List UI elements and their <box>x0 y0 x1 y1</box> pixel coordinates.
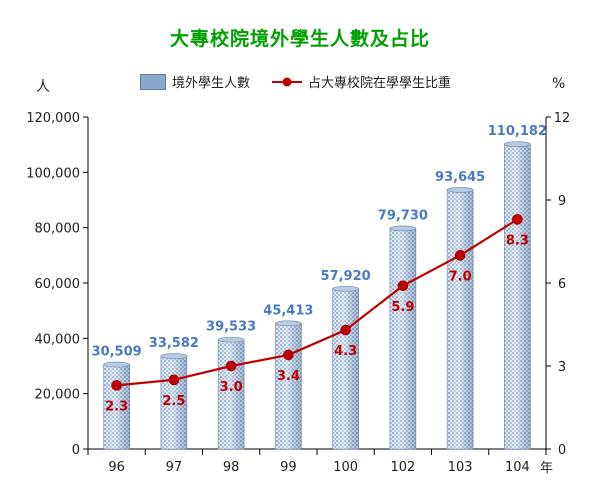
x-tick-label: 98 <box>223 460 240 475</box>
ratio-point <box>225 360 237 372</box>
bar-top <box>275 320 302 327</box>
bar-top <box>446 187 474 193</box>
bar-top <box>332 285 359 292</box>
ratio-value-label: 4.3 <box>334 344 357 359</box>
x-tick-label: 99 <box>280 460 297 475</box>
legend-item-line: 占大專校院在學學生比重 <box>272 72 451 91</box>
bar-shade <box>103 364 130 449</box>
x-tick-label: 104 <box>505 460 530 475</box>
bar-shade <box>389 228 416 449</box>
x-tick-label: 100 <box>333 460 358 475</box>
ratio-point <box>454 250 466 261</box>
y-left-tick-label: 60,000 <box>35 277 81 292</box>
legend-line-marker <box>272 77 302 86</box>
bar-shade <box>275 323 302 449</box>
bar-shade <box>332 288 359 449</box>
x-tick-label: 97 <box>166 460 183 475</box>
ratio-point <box>397 280 409 292</box>
bar-shade <box>218 339 245 449</box>
bar-shade <box>447 189 474 449</box>
bar-value-label: 57,920 <box>321 269 371 284</box>
ratio-point <box>512 214 523 225</box>
bar-value-label: 93,645 <box>435 170 485 185</box>
ratio-point <box>340 324 351 336</box>
ratio-point <box>283 349 294 361</box>
y-right-tick-label: 9 <box>558 194 566 209</box>
legend-line-label: 占大專校院在學學生比重 <box>308 76 452 91</box>
y-left-tick-label: 120,000 <box>26 111 80 126</box>
bar-shade <box>504 144 531 449</box>
bar-top <box>504 141 531 147</box>
y-left-tick-label: 20,000 <box>35 388 81 403</box>
bar-value-label: 33,582 <box>149 336 199 351</box>
legend-bar-swatch <box>140 73 166 90</box>
y-right-tick-label: 0 <box>558 443 566 458</box>
bar-value-label: 45,413 <box>263 303 313 318</box>
y-right-tick-label: 6 <box>558 277 566 292</box>
y-right-tick-label: 12 <box>554 111 571 126</box>
y-left-tick-label: 0 <box>72 443 80 458</box>
y-left-tick-label: 100,000 <box>26 166 80 181</box>
ratio-value-label: 2.3 <box>105 399 128 414</box>
ratio-point <box>168 374 180 386</box>
y-left-tick-label: 80,000 <box>35 222 81 237</box>
x-tick-label: 96 <box>108 460 125 475</box>
ratio-value-label: 8.3 <box>506 233 529 248</box>
bar-value-label: 30,509 <box>92 345 142 360</box>
y-left-tick-label: 40,000 <box>35 332 81 347</box>
bar-value-label: 39,533 <box>206 320 256 335</box>
ratio-value-label: 7.0 <box>449 269 472 284</box>
bar-top <box>103 361 130 368</box>
bar-value-label: 110,182 <box>488 124 547 139</box>
legend-bar-label: 境外學生人數 <box>172 76 251 91</box>
chart-title: 大專校院境外學生人數及占比 <box>169 28 430 50</box>
ratio-line <box>116 218 518 387</box>
x-tick-label: 102 <box>390 460 415 475</box>
bar-top <box>389 225 417 232</box>
ratio-value-label: 3.4 <box>277 369 300 384</box>
right-axis-unit: % <box>552 76 566 92</box>
ratio-value-label: 5.9 <box>391 300 414 315</box>
left-axis-unit: 人 <box>36 79 50 95</box>
bar-top <box>160 353 188 359</box>
bar-shade <box>160 356 187 449</box>
ratio-point <box>111 380 122 391</box>
y-right-tick-label: 3 <box>558 360 566 375</box>
x-axis-unit: 年 <box>540 461 553 476</box>
ratio-value-label: 2.5 <box>162 394 185 409</box>
ratio-value-label: 3.0 <box>220 380 243 395</box>
bar-value-label: 79,730 <box>378 208 428 223</box>
x-tick-label: 103 <box>448 460 473 475</box>
legend-item-bars: 境外學生人數 <box>140 72 250 91</box>
bar-top <box>217 336 245 343</box>
